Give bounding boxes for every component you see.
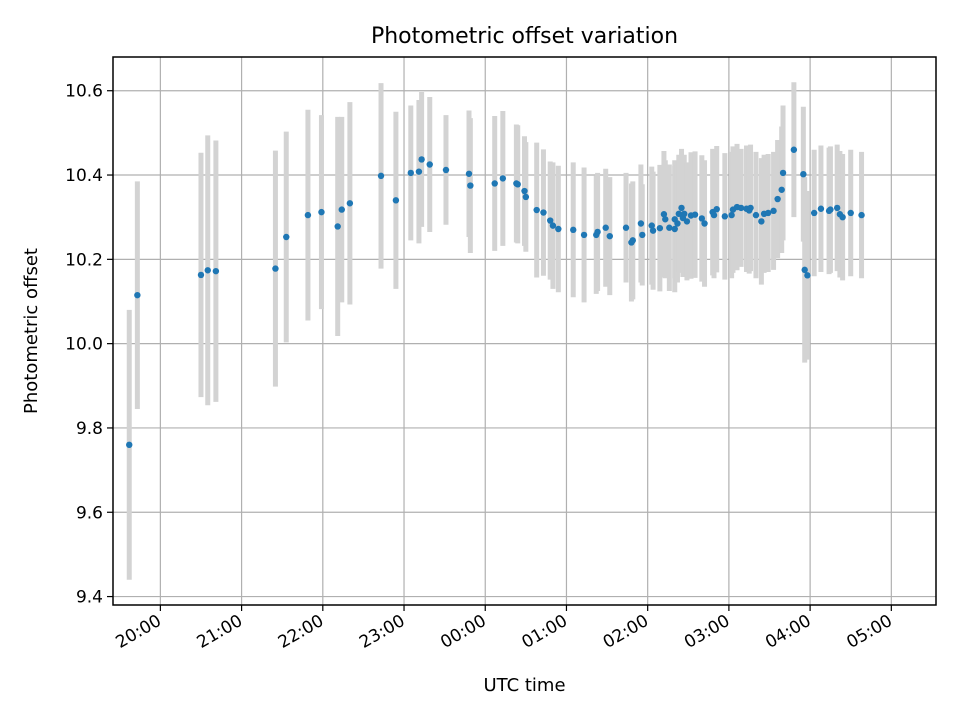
data-point xyxy=(499,175,507,182)
data-point xyxy=(304,211,312,219)
data-point xyxy=(465,170,473,177)
y-tick-label: 9.8 xyxy=(76,419,103,439)
data-point xyxy=(801,266,808,274)
data-point xyxy=(758,218,765,225)
data-point xyxy=(442,166,450,174)
data-point xyxy=(197,271,205,279)
data-point xyxy=(656,224,664,232)
y-axis-ticks: 9.4 9.6 9.8 10.0 10.2 10.4 10.6 xyxy=(65,82,113,608)
data-point xyxy=(134,291,141,299)
data-point xyxy=(779,169,787,177)
data-point xyxy=(770,207,777,215)
data-point xyxy=(407,169,414,177)
data-point xyxy=(212,267,220,275)
data-point xyxy=(710,211,718,219)
data-point xyxy=(377,172,385,180)
data-point xyxy=(800,170,807,178)
data-point xyxy=(533,206,540,214)
data-point xyxy=(662,216,669,223)
data-point xyxy=(547,217,554,224)
data-point xyxy=(817,205,825,212)
data-point xyxy=(681,210,688,218)
data-point xyxy=(804,272,811,279)
data-point xyxy=(318,208,325,216)
data-point xyxy=(602,224,609,231)
data-point xyxy=(126,441,133,449)
data-point xyxy=(737,204,745,212)
y-tick-label: 10.0 xyxy=(65,335,103,355)
data-point xyxy=(514,181,521,188)
data-point xyxy=(701,220,708,227)
data-point xyxy=(204,267,211,274)
data-point xyxy=(858,211,865,219)
data-point xyxy=(622,224,630,231)
data-point xyxy=(540,209,547,216)
data-point xyxy=(426,161,433,168)
data-point xyxy=(570,226,577,234)
data-point xyxy=(467,182,474,189)
data-point xyxy=(549,222,557,229)
data-point xyxy=(491,180,498,187)
data-point xyxy=(728,211,735,219)
x-axis-label: UTC time xyxy=(483,675,565,696)
data-point xyxy=(683,218,691,225)
data-point xyxy=(346,200,354,207)
point-layer xyxy=(126,146,865,449)
data-point xyxy=(847,209,854,217)
data-point xyxy=(839,213,846,221)
data-point xyxy=(648,222,655,229)
data-point xyxy=(522,193,530,201)
data-point xyxy=(747,204,754,212)
y-tick-label: 9.4 xyxy=(76,588,103,608)
data-point xyxy=(691,211,699,218)
data-point xyxy=(713,205,720,213)
y-tick-label: 10.2 xyxy=(65,250,103,270)
data-point xyxy=(827,206,834,213)
chart-title: Photometric offset variation xyxy=(371,24,678,49)
y-tick-label: 10.6 xyxy=(65,82,103,102)
data-point xyxy=(675,210,683,218)
y-tick-label: 10.4 xyxy=(65,166,103,186)
data-point xyxy=(639,231,646,239)
data-point xyxy=(666,224,673,231)
data-point xyxy=(721,213,729,220)
data-point xyxy=(580,231,588,239)
data-point xyxy=(833,204,841,212)
data-point xyxy=(774,195,781,203)
data-point xyxy=(698,215,706,222)
data-point xyxy=(660,211,668,218)
data-point xyxy=(778,186,785,193)
y-axis-label: Photometric offset xyxy=(21,248,42,414)
data-point xyxy=(521,187,528,195)
data-point xyxy=(392,197,400,204)
y-tick-label: 9.6 xyxy=(76,503,103,523)
data-point xyxy=(415,168,423,175)
data-point xyxy=(272,265,279,272)
data-point xyxy=(810,209,818,217)
data-point xyxy=(334,223,341,230)
data-point xyxy=(606,232,613,240)
data-point xyxy=(629,237,636,244)
data-point xyxy=(338,206,345,213)
data-point xyxy=(418,156,425,163)
data-point xyxy=(764,209,772,217)
data-point xyxy=(674,220,681,227)
grid-layer xyxy=(113,57,936,605)
plot-frame xyxy=(112,56,937,606)
data-point xyxy=(790,146,798,153)
data-point xyxy=(678,204,685,212)
data-point xyxy=(555,225,562,233)
data-point xyxy=(649,227,657,234)
data-point xyxy=(752,211,760,219)
data-point xyxy=(283,233,290,241)
data-point xyxy=(637,220,645,227)
data-point xyxy=(671,225,678,233)
data-point xyxy=(594,228,601,236)
